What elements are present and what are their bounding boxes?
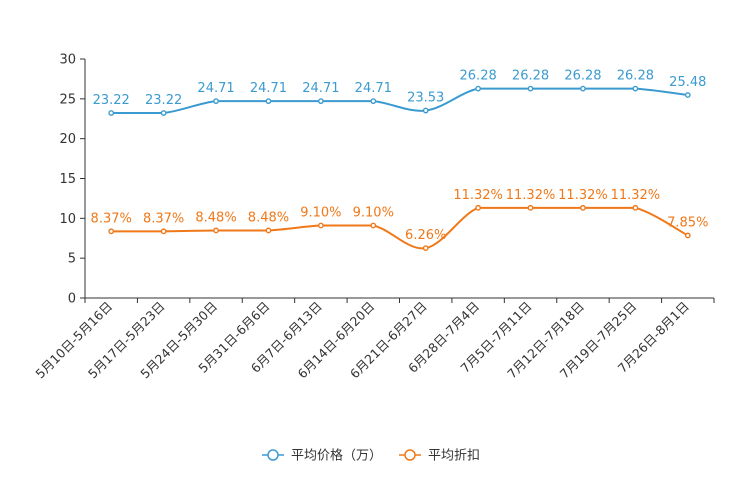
- data-point[interactable]: [580, 85, 586, 92]
- data-label: 23.53: [407, 91, 444, 106]
- data-point[interactable]: [213, 227, 219, 234]
- data-label: 11.32%: [611, 188, 661, 203]
- series-1: 8.37% 8.37% 8.48% 8.48% 9.10% 9.10% 6.26% 11.32…: [91, 188, 708, 252]
- data-point[interactable]: [527, 85, 534, 92]
- data-point[interactable]: [475, 204, 482, 211]
- data-point[interactable]: [580, 204, 586, 211]
- legend-item-0[interactable]: 平均价格（万）: [262, 448, 382, 464]
- data-point[interactable]: [317, 98, 324, 105]
- data-label: 26.28: [460, 69, 497, 84]
- data-label: 6.26%: [405, 228, 446, 243]
- data-label: 11.32%: [506, 188, 556, 203]
- legend-label: 平均价格（万）: [291, 448, 382, 464]
- data-point[interactable]: [684, 92, 691, 98]
- data-label: 11.32%: [453, 188, 503, 203]
- y-tick-label: 25: [59, 92, 76, 107]
- legend-label: 平均折扣: [428, 449, 480, 464]
- data-point[interactable]: [265, 98, 272, 105]
- series-0: 23.22 23.22 24.71 24.71 24.71 24.71 23.53 26.28…: [93, 69, 706, 116]
- data-label: 24.71: [250, 81, 287, 96]
- y-tick-label: 15: [59, 172, 76, 187]
- data-label: 24.71: [302, 81, 339, 96]
- y-tick-label: 20: [59, 132, 76, 147]
- legend-marker-icon: [404, 449, 416, 461]
- series-line: [111, 206, 689, 250]
- data-label: 8.48%: [248, 210, 289, 225]
- data-label: 26.28: [564, 69, 601, 84]
- legend-item-1[interactable]: 平均折扣: [399, 449, 480, 464]
- y-tick-label: 0: [68, 292, 76, 307]
- data-point[interactable]: [684, 232, 691, 239]
- data-point[interactable]: [370, 222, 377, 229]
- data-label: 11.32%: [558, 188, 608, 203]
- data-label: 26.28: [512, 69, 549, 84]
- data-label: 8.37%: [91, 211, 132, 226]
- data-point[interactable]: [213, 98, 219, 105]
- data-label: 8.37%: [143, 211, 184, 226]
- data-label: 24.71: [355, 81, 392, 96]
- data-point[interactable]: [475, 85, 482, 92]
- data-label: 9.10%: [300, 206, 341, 221]
- data-point[interactable]: [632, 85, 639, 92]
- data-point[interactable]: [108, 228, 115, 235]
- data-point[interactable]: [317, 222, 324, 229]
- data-label: 25.48: [669, 75, 706, 90]
- chart-legend[interactable]: 平均价格（万） 平均折扣: [262, 448, 480, 464]
- data-label: 24.71: [197, 81, 234, 96]
- data-point[interactable]: [632, 204, 639, 211]
- data-point[interactable]: [422, 107, 429, 114]
- data-label: 26.28: [617, 69, 654, 84]
- data-label: 23.22: [93, 93, 130, 108]
- legend-marker-icon: [267, 449, 279, 461]
- data-point[interactable]: [422, 245, 429, 252]
- y-tick-label: 30: [59, 53, 76, 68]
- chart-series: 23.22 23.22 24.71 24.71 24.71 24.71 23.53 26.28…: [91, 69, 708, 252]
- series-line: [111, 87, 688, 115]
- data-point[interactable]: [160, 110, 167, 116]
- data-point[interactable]: [265, 227, 272, 234]
- data-point[interactable]: [108, 110, 115, 116]
- data-point[interactable]: [160, 228, 167, 235]
- data-point[interactable]: [527, 204, 534, 211]
- data-label: 9.10%: [353, 206, 394, 221]
- data-label: 8.48%: [195, 210, 236, 225]
- data-label: 23.22: [145, 93, 182, 108]
- y-tick-label: 10: [59, 212, 76, 227]
- y-tick-label: 5: [68, 252, 76, 267]
- data-point[interactable]: [370, 98, 377, 105]
- data-label: 7.85%: [667, 215, 708, 230]
